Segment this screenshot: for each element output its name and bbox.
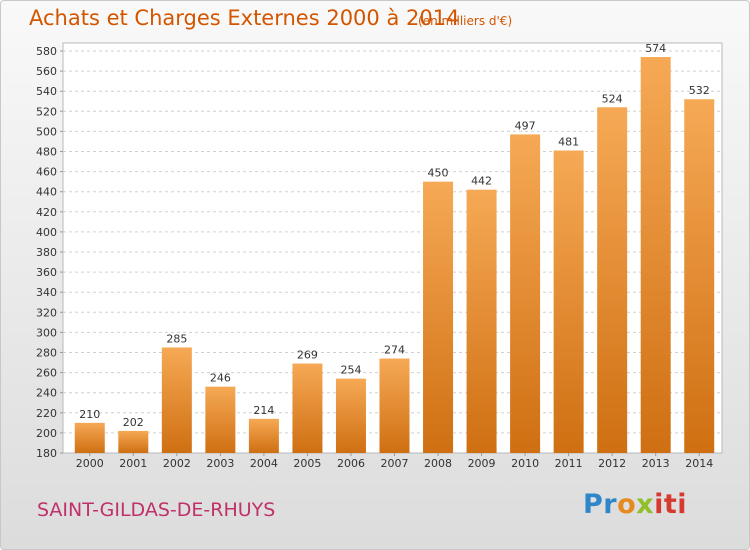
x-tick-label: 2012 bbox=[598, 457, 626, 470]
y-tick-label: 400 bbox=[36, 226, 57, 239]
y-tick-label: 520 bbox=[36, 105, 57, 118]
data-labels: 210 202 285 246 214 269 254 274 450 442 497 481 524 5… bbox=[79, 42, 709, 429]
bars bbox=[74, 57, 715, 454]
data-label-2000: 210 bbox=[79, 408, 100, 421]
x-tick-label: 2011 bbox=[555, 457, 583, 470]
place-name: SAINT-GILDAS-DE-RHUYS bbox=[37, 499, 276, 521]
y-tick-label: 380 bbox=[36, 246, 57, 259]
y-tick-label: 440 bbox=[36, 186, 57, 199]
y-tick-label: 420 bbox=[36, 206, 57, 219]
y-tick-label: 260 bbox=[36, 367, 57, 380]
data-label-2001: 202 bbox=[123, 416, 144, 429]
bar-2009 bbox=[466, 189, 497, 453]
bar-2000 bbox=[74, 422, 105, 453]
data-label-2009: 442 bbox=[471, 175, 492, 188]
y-tick-label: 180 bbox=[36, 447, 57, 460]
y-tick-label: 220 bbox=[36, 407, 57, 420]
y-tick-label: 280 bbox=[36, 347, 57, 360]
bar-2007 bbox=[379, 358, 410, 453]
y-tick-label: 560 bbox=[36, 65, 57, 78]
x-tick-label: 2003 bbox=[206, 457, 234, 470]
y-tick-label: 540 bbox=[36, 85, 57, 98]
x-tick-label: 2004 bbox=[250, 457, 278, 470]
logo-part-3: x bbox=[636, 489, 655, 520]
data-label-2007: 274 bbox=[384, 344, 405, 357]
x-tick-label: 2001 bbox=[119, 457, 147, 470]
x-tick-label: 2005 bbox=[293, 457, 321, 470]
bar-2006 bbox=[335, 378, 366, 453]
x-tick-label: 2006 bbox=[337, 457, 365, 470]
bar-chart: 210 202 285 246 214 269 254 274 450 442 497 481 524 5… bbox=[36, 42, 723, 470]
y-tick-label: 480 bbox=[36, 146, 57, 159]
chart-title: Achats et Charges Externes 2000 à 2014 bbox=[29, 6, 460, 30]
y-tick-label: 300 bbox=[36, 326, 57, 339]
data-label-2008: 450 bbox=[428, 167, 449, 180]
y-tick-label: 500 bbox=[36, 125, 57, 138]
x-tick-label: 2014 bbox=[685, 457, 713, 470]
x-tick-label: 2007 bbox=[381, 457, 409, 470]
bar-2013 bbox=[640, 57, 671, 453]
chart-subtitle: (en milliers d'€) bbox=[418, 14, 513, 28]
x-tick-label: 2002 bbox=[163, 457, 191, 470]
bar-2005 bbox=[292, 363, 323, 453]
bar-2010 bbox=[510, 134, 541, 454]
bar-2002 bbox=[161, 347, 192, 453]
logo-part-2: o bbox=[617, 489, 637, 520]
bar-2003 bbox=[205, 386, 236, 453]
y-axis-ticks: 180 200 220 240 260 280 300 320 340 360 380 400 420 4… bbox=[36, 45, 63, 460]
bar-2011 bbox=[553, 150, 584, 453]
data-label-2011: 481 bbox=[558, 135, 579, 148]
data-label-2004: 214 bbox=[253, 404, 274, 417]
data-label-2014: 532 bbox=[689, 84, 710, 97]
x-tick-label: 2010 bbox=[511, 457, 539, 470]
bar-2004 bbox=[248, 418, 279, 453]
data-label-2013: 574 bbox=[645, 42, 666, 55]
bar-2008 bbox=[423, 181, 454, 453]
logo-part-4: iti bbox=[654, 489, 688, 520]
data-label-2006: 254 bbox=[340, 364, 361, 377]
data-label-2002: 285 bbox=[166, 332, 187, 345]
y-tick-label: 580 bbox=[36, 45, 57, 58]
bar-2012 bbox=[597, 107, 628, 453]
bar-2014 bbox=[684, 99, 715, 454]
x-tick-label: 2009 bbox=[468, 457, 496, 470]
bar-2001 bbox=[118, 430, 149, 453]
data-label-2005: 269 bbox=[297, 349, 318, 362]
x-tick-label: 2000 bbox=[76, 457, 104, 470]
y-tick-label: 240 bbox=[36, 387, 57, 400]
y-tick-label: 360 bbox=[36, 266, 57, 279]
x-tick-label: 2013 bbox=[642, 457, 670, 470]
data-label-2012: 524 bbox=[602, 92, 623, 105]
data-label-2003: 246 bbox=[210, 372, 231, 385]
y-tick-label: 460 bbox=[36, 166, 57, 179]
data-label-2010: 497 bbox=[515, 119, 536, 132]
y-tick-label: 200 bbox=[36, 427, 57, 440]
x-tick-label: 2008 bbox=[424, 457, 452, 470]
logo-part-1: Pr bbox=[583, 489, 618, 520]
y-tick-label: 320 bbox=[36, 306, 57, 319]
proxiti-logo[interactable]: Proxiti bbox=[583, 489, 687, 520]
y-tick-label: 340 bbox=[36, 286, 57, 299]
x-axis-ticks: 2000 2001 2002 2003 2004 2005 2006 2007 2008 2009… bbox=[76, 453, 713, 470]
